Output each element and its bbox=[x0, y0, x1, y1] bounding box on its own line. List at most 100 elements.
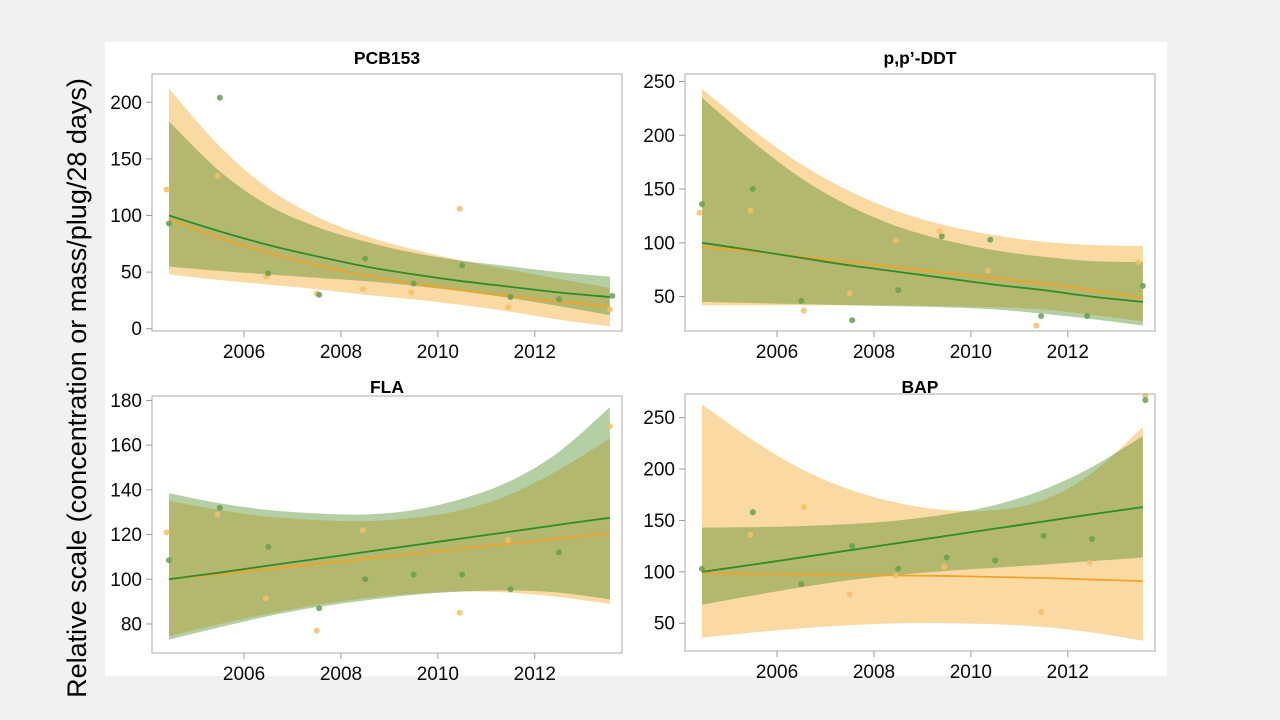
data-point-orange bbox=[456, 205, 463, 212]
data-point-green bbox=[265, 543, 272, 550]
x-tick-label: 2012 bbox=[1047, 662, 1089, 683]
plot-border bbox=[684, 73, 1156, 332]
y-tick-label: 120 bbox=[110, 525, 142, 546]
plot-border bbox=[151, 395, 623, 654]
data-point-orange bbox=[606, 423, 613, 430]
data-point-green bbox=[265, 270, 272, 277]
plot-border bbox=[684, 393, 1156, 652]
data-point-orange bbox=[892, 237, 899, 244]
y-tick-label: 200 bbox=[643, 460, 675, 481]
data-point-green bbox=[556, 296, 563, 303]
data-point-orange bbox=[359, 286, 366, 293]
data-point-green bbox=[609, 292, 616, 299]
trend-line-green bbox=[168, 516, 611, 581]
data-point-green bbox=[987, 236, 994, 243]
data-point-orange bbox=[408, 289, 415, 296]
x-tick-label: 2006 bbox=[223, 664, 265, 685]
data-point-green bbox=[507, 294, 514, 301]
chart-title-pcb153: PCB153 bbox=[353, 48, 421, 68]
data-point-orange bbox=[163, 529, 170, 536]
data-point-green bbox=[316, 605, 323, 612]
confidence-band-green bbox=[168, 407, 610, 640]
data-point-green bbox=[316, 291, 323, 298]
chart-title-bap: BAP bbox=[901, 377, 939, 397]
data-point-green bbox=[410, 571, 417, 578]
x-tick-label: 2006 bbox=[756, 342, 798, 363]
data-point-green bbox=[749, 186, 756, 193]
y-tick-label: 100 bbox=[643, 233, 675, 254]
y-tick-label: 180 bbox=[110, 391, 142, 412]
data-point-green bbox=[362, 255, 369, 262]
y-tick-label: 80 bbox=[121, 614, 142, 635]
y-tick-label: 100 bbox=[110, 206, 142, 227]
x-tick-label: 2010 bbox=[950, 342, 992, 363]
data-point-green bbox=[849, 543, 856, 550]
y-tick-label: 200 bbox=[643, 126, 675, 147]
y-tick-label: 140 bbox=[110, 480, 142, 501]
data-point-orange bbox=[800, 307, 807, 314]
x-tick-label: 2012 bbox=[1047, 342, 1089, 363]
data-point-green bbox=[1089, 535, 1096, 542]
confidence-band-orange bbox=[168, 438, 610, 637]
data-point-orange bbox=[984, 267, 991, 274]
data-point-orange bbox=[936, 227, 943, 234]
x-tick-label: 2012 bbox=[514, 664, 556, 685]
chart-bap: 2006 2008 2010 2012 50 100 150 200 250 bbox=[643, 393, 1156, 683]
y-tick-label: 100 bbox=[643, 562, 675, 583]
confidence-band-green bbox=[701, 97, 1143, 326]
data-point-green bbox=[362, 576, 369, 583]
confidence-band-green bbox=[168, 121, 610, 316]
data-point-green bbox=[410, 280, 417, 287]
data-point-green bbox=[459, 262, 466, 269]
x-tick-label: 2010 bbox=[417, 664, 459, 685]
data-point-green bbox=[1084, 312, 1091, 319]
data-point-green bbox=[698, 565, 705, 572]
data-point-orange bbox=[747, 531, 754, 538]
data-point-orange bbox=[1142, 393, 1149, 400]
y-axis-label: Relative scale (concentration or mass/pl… bbox=[62, 78, 92, 698]
x-tick-label: 2010 bbox=[417, 342, 459, 363]
trend-line-green bbox=[701, 241, 1143, 303]
data-point-green bbox=[216, 94, 223, 101]
plot-border bbox=[151, 73, 623, 332]
x-tick-label: 2010 bbox=[950, 662, 992, 683]
trend-line-orange bbox=[168, 218, 610, 307]
y-tick-label: 0 bbox=[131, 319, 142, 340]
data-point-green bbox=[798, 581, 805, 588]
data-point-orange bbox=[846, 290, 853, 297]
chart-fla: 2006 2008 2010 2012 80 100 120 140 160 180 bbox=[110, 391, 623, 685]
data-point-orange bbox=[1086, 559, 1093, 566]
data-point-orange bbox=[846, 591, 853, 598]
y-tick-label: 150 bbox=[643, 511, 675, 532]
trend-line-green bbox=[168, 214, 610, 298]
data-point-green bbox=[895, 565, 902, 572]
data-point-green bbox=[165, 557, 172, 564]
data-point-orange bbox=[505, 537, 512, 544]
data-point-green bbox=[1139, 282, 1146, 289]
y-tick-label: 200 bbox=[110, 93, 142, 114]
x-tick-label: 2008 bbox=[320, 342, 362, 363]
x-tick-label: 2008 bbox=[320, 664, 362, 685]
data-point-orange bbox=[1038, 608, 1045, 615]
trend-line-green bbox=[701, 506, 1144, 573]
confidence-band-green bbox=[701, 436, 1143, 605]
data-point-orange bbox=[606, 306, 613, 313]
data-point-green bbox=[749, 509, 756, 516]
x-tick-label: 2012 bbox=[514, 342, 556, 363]
data-point-green bbox=[938, 233, 945, 240]
y-tick-label: 50 bbox=[654, 287, 675, 308]
data-point-orange bbox=[359, 527, 366, 534]
y-tick-label: 250 bbox=[643, 72, 675, 93]
y-tick-label: 160 bbox=[110, 436, 142, 457]
data-point-green bbox=[1038, 312, 1045, 319]
data-point-orange bbox=[800, 504, 807, 511]
data-point-orange bbox=[214, 172, 221, 179]
data-point-orange bbox=[696, 209, 703, 216]
x-tick-label: 2006 bbox=[223, 342, 265, 363]
data-point-orange bbox=[505, 304, 512, 311]
data-point-orange bbox=[747, 207, 754, 214]
y-tick-label: 150 bbox=[643, 180, 675, 201]
confidence-band-orange bbox=[701, 404, 1143, 641]
chart-title-ppddt: p,p’-DDT bbox=[883, 48, 957, 68]
data-point-green bbox=[165, 220, 172, 227]
